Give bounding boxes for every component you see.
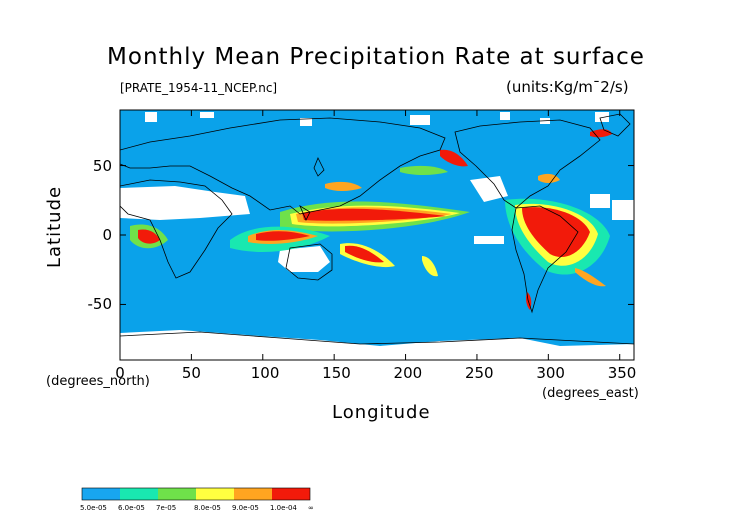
nodata-antarctica <box>120 330 634 360</box>
colorbar-swatch <box>196 488 234 500</box>
colorbar-swatch <box>272 488 310 500</box>
colorbar-swatch <box>158 488 196 500</box>
colorbar-label: 6.0e-05 <box>118 504 145 512</box>
nodata-na <box>470 176 634 244</box>
nodata-australia <box>278 246 330 272</box>
colorbar-label: 5.0e-05 <box>80 504 107 512</box>
colorbar-label: 9.0e-05 <box>232 504 259 512</box>
x-tick-label: 150 <box>322 364 351 382</box>
x-tick-label: 300 <box>536 364 565 382</box>
colorbar-swatch <box>82 488 120 500</box>
y-ticks <box>120 165 634 305</box>
x-tick-label: 200 <box>393 364 423 382</box>
x-tick-label: 100 <box>250 364 280 382</box>
coastlines <box>120 113 634 345</box>
y-unit-label: (degrees_north) <box>46 374 150 389</box>
colorbar-swatch <box>234 488 272 500</box>
x-tick-label: 50 <box>181 364 201 382</box>
x-tick-label: 250 <box>464 364 494 382</box>
colorbar-swatch <box>120 488 158 500</box>
colorbar-label: 1.0e-04 <box>270 504 297 512</box>
colorbar-label: 8.0e-05 <box>194 504 221 512</box>
precip-bands <box>130 129 612 310</box>
x-ticks <box>119 110 621 360</box>
x-tick-label: 0 <box>115 364 125 382</box>
x-axis-title: Longitude <box>332 402 431 423</box>
colorbar-outline <box>81 487 311 501</box>
nodata-sahara <box>120 186 250 220</box>
y-tick-label: 0 <box>102 226 112 244</box>
chart-subtitle: [PRATE_1954-11_NCEP.nc] <box>120 81 278 95</box>
y-tick-label: -50 <box>87 295 113 314</box>
chart-title: Monthly Mean Precipitation Rate at surfa… <box>107 44 645 70</box>
y-tick-label: 50 <box>92 156 112 175</box>
colorbar-label: ∞ <box>308 504 314 512</box>
x-tick-label: 350 <box>607 364 637 382</box>
y-axis-title: Latitude <box>44 185 65 268</box>
colorbar-label: 7e-05 <box>156 504 177 512</box>
units-label: (units:Kg/m¯2/s) <box>506 78 629 96</box>
x-unit-label: (degrees_east) <box>542 386 639 401</box>
colorbar <box>81 487 311 501</box>
